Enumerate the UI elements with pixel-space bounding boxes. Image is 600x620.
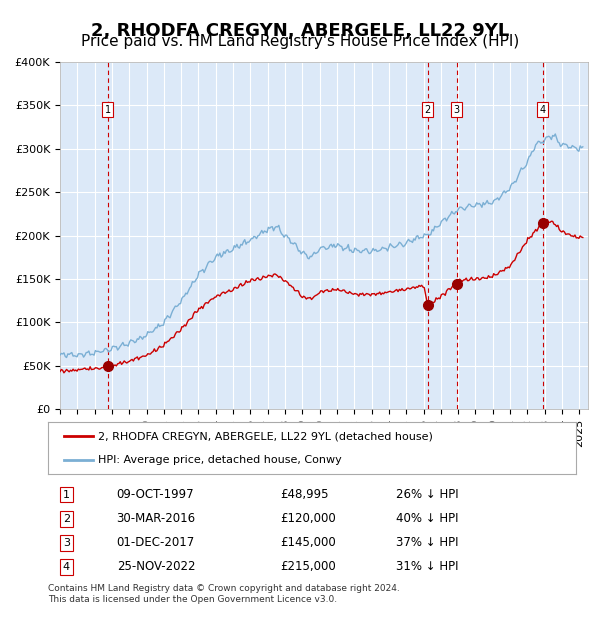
Text: 40% ↓ HPI: 40% ↓ HPI xyxy=(397,512,459,525)
Text: 2, RHODFA CREGYN, ABERGELE, LL22 9YL (detached house): 2, RHODFA CREGYN, ABERGELE, LL22 9YL (de… xyxy=(98,432,433,441)
Text: £215,000: £215,000 xyxy=(280,560,336,574)
Text: £48,995: £48,995 xyxy=(280,488,329,501)
Text: 3: 3 xyxy=(63,538,70,547)
Text: 25-NOV-2022: 25-NOV-2022 xyxy=(116,560,195,574)
Text: 1: 1 xyxy=(105,105,111,115)
Text: 1: 1 xyxy=(63,490,70,500)
Text: 3: 3 xyxy=(454,105,460,115)
Text: 01-DEC-2017: 01-DEC-2017 xyxy=(116,536,195,549)
Text: 37% ↓ HPI: 37% ↓ HPI xyxy=(397,536,459,549)
Text: 31% ↓ HPI: 31% ↓ HPI xyxy=(397,560,459,574)
Text: This data is licensed under the Open Government Licence v3.0.: This data is licensed under the Open Gov… xyxy=(48,595,337,604)
Text: 30-MAR-2016: 30-MAR-2016 xyxy=(116,512,196,525)
Text: 2: 2 xyxy=(425,105,431,115)
Text: HPI: Average price, detached house, Conwy: HPI: Average price, detached house, Conw… xyxy=(98,454,342,464)
Text: 4: 4 xyxy=(63,562,70,572)
Text: Price paid vs. HM Land Registry's House Price Index (HPI): Price paid vs. HM Land Registry's House … xyxy=(81,34,519,49)
Text: Contains HM Land Registry data © Crown copyright and database right 2024.: Contains HM Land Registry data © Crown c… xyxy=(48,584,400,593)
Text: 2: 2 xyxy=(63,514,70,524)
Text: 2, RHODFA CREGYN, ABERGELE, LL22 9YL: 2, RHODFA CREGYN, ABERGELE, LL22 9YL xyxy=(91,22,509,40)
Text: 4: 4 xyxy=(540,105,546,115)
Text: £120,000: £120,000 xyxy=(280,512,336,525)
Text: 26% ↓ HPI: 26% ↓ HPI xyxy=(397,488,459,501)
Text: £145,000: £145,000 xyxy=(280,536,336,549)
Text: 09-OCT-1997: 09-OCT-1997 xyxy=(116,488,194,501)
